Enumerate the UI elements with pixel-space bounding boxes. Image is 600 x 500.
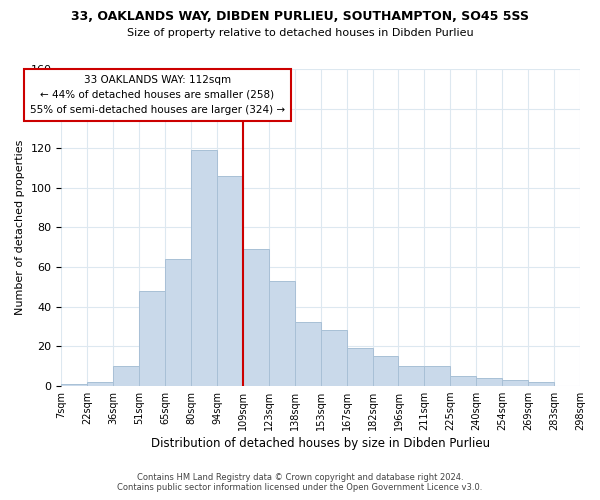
Bar	[88, 382, 113, 386]
Bar	[321, 330, 347, 386]
Bar	[113, 366, 139, 386]
Bar	[476, 378, 502, 386]
Text: Contains HM Land Registry data © Crown copyright and database right 2024.
Contai: Contains HM Land Registry data © Crown c…	[118, 473, 482, 492]
Bar	[373, 356, 398, 386]
Bar	[217, 176, 243, 386]
Bar	[528, 382, 554, 386]
X-axis label: Distribution of detached houses by size in Dibden Purlieu: Distribution of detached houses by size …	[151, 437, 490, 450]
Bar	[269, 281, 295, 386]
Bar	[139, 290, 165, 386]
Bar	[191, 150, 217, 386]
Bar	[424, 366, 451, 386]
Y-axis label: Number of detached properties: Number of detached properties	[15, 140, 25, 315]
Text: Size of property relative to detached houses in Dibden Purlieu: Size of property relative to detached ho…	[127, 28, 473, 38]
Bar	[165, 259, 191, 386]
Text: 33, OAKLANDS WAY, DIBDEN PURLIEU, SOUTHAMPTON, SO45 5SS: 33, OAKLANDS WAY, DIBDEN PURLIEU, SOUTHA…	[71, 10, 529, 23]
Bar	[347, 348, 373, 386]
Bar	[398, 366, 424, 386]
Text: 33 OAKLANDS WAY: 112sqm
← 44% of detached houses are smaller (258)
55% of semi-d: 33 OAKLANDS WAY: 112sqm ← 44% of detache…	[30, 75, 285, 114]
Bar	[451, 376, 476, 386]
Bar	[502, 380, 528, 386]
Bar	[295, 322, 321, 386]
Bar	[61, 384, 88, 386]
Bar	[243, 249, 269, 386]
